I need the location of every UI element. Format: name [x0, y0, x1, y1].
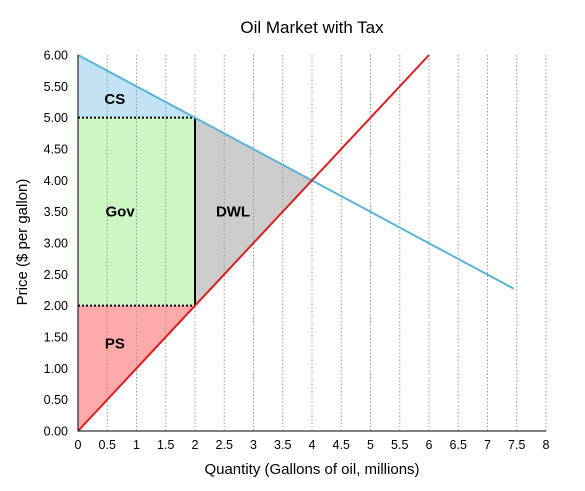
- x-tick-label: 2.5: [216, 438, 233, 452]
- x-tick-label: 0: [75, 438, 82, 452]
- x-tick-label: 6: [426, 438, 433, 452]
- y-tick-label: 2.50: [44, 268, 68, 282]
- x-tick-label: 1: [133, 438, 140, 452]
- region-labels: CS Gov DWL PS: [104, 91, 250, 352]
- y-tick-label: 0.50: [44, 393, 68, 407]
- y-tick-label: 6.00: [44, 49, 68, 63]
- chart-title: Oil Market with Tax: [240, 18, 384, 37]
- axes: [77, 55, 546, 432]
- x-tick-label: 6.5: [450, 438, 467, 452]
- x-tick-label: 3: [250, 438, 257, 452]
- x-tick-label: 1.5: [157, 438, 174, 452]
- x-axis-label: Quantity (Gallons of oil, millions): [204, 461, 419, 478]
- x-tick-label: 5.5: [391, 438, 408, 452]
- supply-demand-curves: [77, 54, 515, 432]
- x-tick-label: 3.5: [274, 438, 291, 452]
- x-tick-label: 4: [309, 438, 316, 452]
- region-label-cs: CS: [104, 91, 125, 108]
- y-tick-label: 1.00: [44, 362, 68, 376]
- x-tick-label: 2: [192, 438, 199, 452]
- region-label-dwl: DWL: [216, 204, 250, 221]
- region-label-gov: Gov: [106, 204, 136, 221]
- x-tick-label: 7.5: [508, 438, 525, 452]
- x-tick-label: 0.5: [99, 438, 116, 452]
- tax-wedge-lines: [78, 116, 196, 307]
- y-tick-label: 1.50: [44, 331, 68, 345]
- demand-curve: [77, 54, 515, 290]
- y-tick-label: 4.00: [44, 174, 68, 188]
- x-tick-label: 7: [484, 438, 491, 452]
- y-tick-label: 5.00: [44, 111, 68, 125]
- region-dwl: [195, 117, 312, 306]
- region-gov: [78, 117, 195, 306]
- x-tick-label: 5: [367, 438, 374, 452]
- y-tick-label: 0.00: [44, 425, 68, 439]
- supply-curve: [77, 54, 430, 432]
- y-tick-label: 4.50: [44, 143, 68, 157]
- y-axis-label: Price ($ per gallon): [14, 179, 31, 306]
- y-tick-label: 3.00: [44, 237, 68, 251]
- x-tick-label: 4.5: [333, 438, 350, 452]
- x-tick-label: 8: [543, 438, 550, 452]
- tick-labels: 0 0.5 1 1.5 2 2.5 3 3.5 4 4.5 5 5.5 6 6.5 7 7.5 8 0.00 0.5…: [44, 49, 550, 453]
- y-tick-label: 2.00: [44, 299, 68, 313]
- y-tick-label: 3.50: [44, 205, 68, 219]
- y-tick-label: 5.50: [44, 80, 68, 94]
- region-label-ps: PS: [105, 335, 125, 352]
